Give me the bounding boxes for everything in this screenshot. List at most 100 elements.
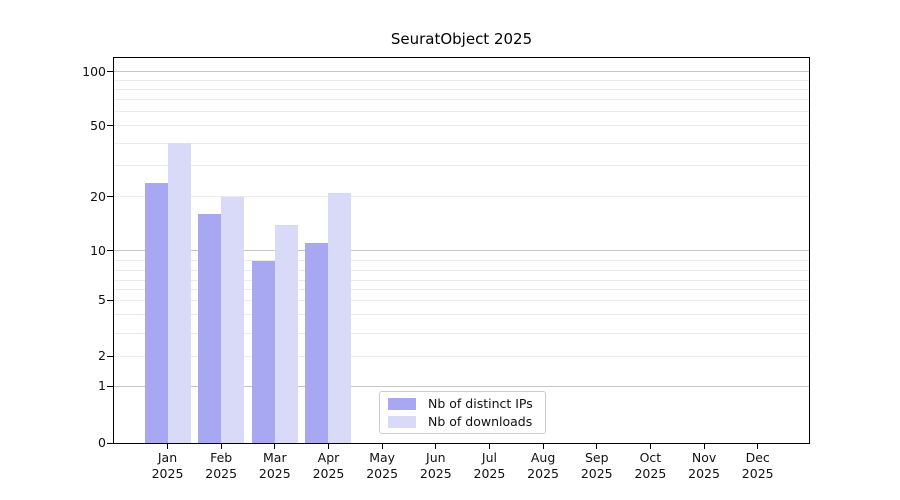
x-tick-year: 2025 [741, 466, 774, 481]
bar-downloads [221, 196, 245, 443]
bar-distinct-ips [198, 214, 222, 443]
y-gridline-minor [114, 270, 809, 272]
x-tick-year: 2025 [527, 466, 559, 481]
y-gridline-minor [114, 142, 809, 144]
chart-title: SeuratObject 2025 [390, 30, 533, 48]
x-tick [703, 444, 705, 449]
y-gridline-major [114, 250, 809, 252]
x-tick-year: 2025 [366, 466, 399, 481]
x-tick-label: Dec 2025 [728, 450, 788, 482]
x-tick-label: Feb 2025 [191, 450, 251, 482]
x-tick-month: Jul [481, 450, 497, 465]
x-tick-month: Jun [426, 450, 446, 465]
plot-area: 0 1 2 5 10 20 50 100 Jan 2025 Feb 2025 Mar 2025 Apr 202… [82, 57, 810, 481]
x-tick [327, 444, 329, 449]
bar-distinct-ips [305, 243, 329, 443]
y-tick [107, 299, 113, 301]
y-tick [107, 250, 113, 252]
x-tick-month: Nov [691, 450, 717, 465]
y-gridline-minor [114, 289, 809, 291]
legend: Nb of distinct IPs Nb of downloads [379, 391, 546, 434]
y-gridline-major [114, 385, 809, 387]
x-tick-month: Mar [263, 450, 287, 465]
x-tick [274, 444, 276, 449]
x-tick-label: Apr 2025 [298, 450, 358, 482]
y-gridline-minor [114, 355, 809, 357]
legend-entry-downloads: Nb of downloads [388, 414, 545, 429]
y-tick [107, 71, 113, 73]
x-tick-month: Dec [745, 450, 770, 465]
y-gridline-minor [114, 125, 809, 127]
bar-downloads [167, 143, 191, 443]
x-tick-year: 2025 [634, 466, 667, 481]
x-tick [757, 444, 759, 449]
x-tick-label: Jan 2025 [138, 450, 198, 482]
x-tick-month: Jan [157, 450, 178, 465]
x-tick-year: 2025 [258, 466, 291, 481]
x-tick-label: May 2025 [352, 450, 412, 482]
y-tick-label: 1 [98, 378, 106, 394]
y-gridline-minor [114, 280, 809, 282]
x-tick-year: 2025 [473, 466, 506, 481]
y-tick [107, 385, 113, 387]
y-gridline-minor [114, 260, 809, 262]
x-tick-label: Sep 2025 [567, 450, 627, 482]
bar-downloads [328, 193, 352, 443]
y-gridline-minor [114, 164, 809, 166]
legend-label-distinct-ips: Nb of distinct IPs [428, 396, 533, 411]
x-tick [220, 444, 222, 449]
x-tick-year: 2025 [205, 466, 238, 481]
bar-distinct-ips [251, 260, 275, 443]
y-tick-label: 10 [90, 242, 106, 258]
y-tick [107, 196, 113, 198]
y-tick-label: 5 [98, 292, 106, 308]
legend-swatch-downloads [388, 415, 416, 428]
x-tick-month: Sep [584, 450, 609, 465]
x-tick [649, 444, 651, 449]
x-tick [435, 444, 437, 449]
legend-label-downloads: Nb of downloads [428, 414, 533, 429]
x-tick-month: May [369, 450, 396, 465]
x-tick-label: Mar 2025 [245, 450, 305, 482]
legend-entry-distinct-ips: Nb of distinct IPs [388, 396, 545, 411]
x-tick-year: 2025 [419, 466, 452, 481]
x-tick [381, 444, 383, 449]
x-tick-label: Nov 2025 [674, 450, 734, 482]
y-gridline-minor [114, 79, 809, 81]
y-tick-label: 50 [90, 117, 106, 133]
x-tick-label: Jun 2025 [406, 450, 466, 482]
y-gridline-minor [114, 111, 809, 113]
y-tick-label: 2 [98, 348, 106, 364]
x-tick [542, 444, 544, 449]
y-gridline-minor [114, 314, 809, 316]
legend-layer: Nb of distinct IPs Nb of downloads [113, 57, 810, 444]
y-gridline-minor [114, 99, 809, 101]
x-tick [167, 444, 168, 449]
y-tick [107, 125, 113, 127]
y-tick-label: 20 [90, 188, 106, 204]
y-tick [107, 442, 113, 444]
bar-distinct-ips [144, 182, 168, 443]
legend-swatch-distinct-ips [388, 397, 416, 410]
x-tick [596, 444, 598, 449]
x-tick-label: Aug 2025 [513, 450, 573, 482]
x-tick-year: 2025 [580, 466, 613, 481]
y-tick-label: 100 [82, 63, 106, 79]
y-gridline-minor [114, 196, 809, 198]
x-tick-year: 2025 [312, 466, 345, 481]
x-tick-label: Oct 2025 [620, 450, 680, 482]
x-tick-year: 2025 [688, 466, 720, 481]
y-gridline-minor [114, 88, 809, 90]
x-tick-label: Jul 2025 [459, 450, 519, 482]
y-gridline-minor [114, 299, 809, 301]
x-tick-month: Oct [639, 450, 662, 465]
y-gridline-major [114, 71, 809, 73]
y-tick [107, 355, 113, 357]
bar-downloads [274, 224, 298, 443]
x-tick-month: Aug [530, 450, 556, 465]
x-tick [488, 444, 490, 449]
x-tick-month: Apr [317, 450, 340, 465]
x-tick-year: 2025 [151, 466, 184, 481]
x-tick-month: Feb [210, 450, 233, 465]
